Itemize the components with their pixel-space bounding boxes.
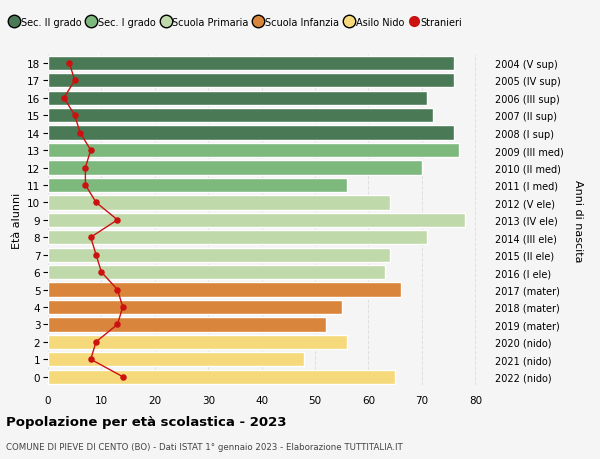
Point	[75, 130, 85, 137]
Point	[86, 234, 95, 241]
Bar	[48, 213, 464, 228]
Bar	[48, 318, 326, 332]
Bar	[48, 300, 342, 314]
Bar	[48, 91, 427, 106]
Bar	[48, 230, 427, 245]
Point	[70, 78, 80, 85]
Bar	[48, 56, 454, 71]
Y-axis label: Età alunni: Età alunni	[11, 192, 22, 248]
Point	[70, 112, 80, 120]
Bar	[48, 144, 459, 158]
Bar	[48, 126, 454, 140]
Bar	[48, 161, 422, 175]
Text: Popolazione per età scolastica - 2023: Popolazione per età scolastica - 2023	[6, 415, 287, 428]
Point	[80, 182, 90, 189]
Point	[118, 373, 128, 381]
Bar	[48, 196, 390, 210]
Y-axis label: Anni di nascita: Anni di nascita	[573, 179, 583, 262]
Point	[113, 286, 122, 294]
Bar	[48, 109, 433, 123]
Point	[59, 95, 69, 102]
Point	[91, 338, 101, 346]
Bar	[48, 335, 347, 349]
Point	[118, 303, 128, 311]
Point	[113, 321, 122, 328]
Point	[65, 60, 74, 67]
Text: COMUNE DI PIEVE DI CENTO (BO) - Dati ISTAT 1° gennaio 2023 - Elaborazione TUTTIT: COMUNE DI PIEVE DI CENTO (BO) - Dati IST…	[6, 442, 403, 451]
Legend: Sec. II grado, Sec. I grado, Scuola Primaria, Scuola Infanzia, Asilo Nido, Stran: Sec. II grado, Sec. I grado, Scuola Prim…	[7, 14, 466, 31]
Bar	[48, 370, 395, 384]
Bar	[48, 248, 390, 262]
Point	[91, 199, 101, 207]
Bar	[48, 179, 347, 193]
Point	[86, 356, 95, 363]
Point	[80, 164, 90, 172]
Bar	[48, 353, 304, 367]
Point	[113, 217, 122, 224]
Point	[86, 147, 95, 154]
Bar	[48, 74, 454, 88]
Bar	[48, 265, 385, 280]
Bar	[48, 283, 401, 297]
Point	[97, 269, 106, 276]
Point	[91, 252, 101, 259]
